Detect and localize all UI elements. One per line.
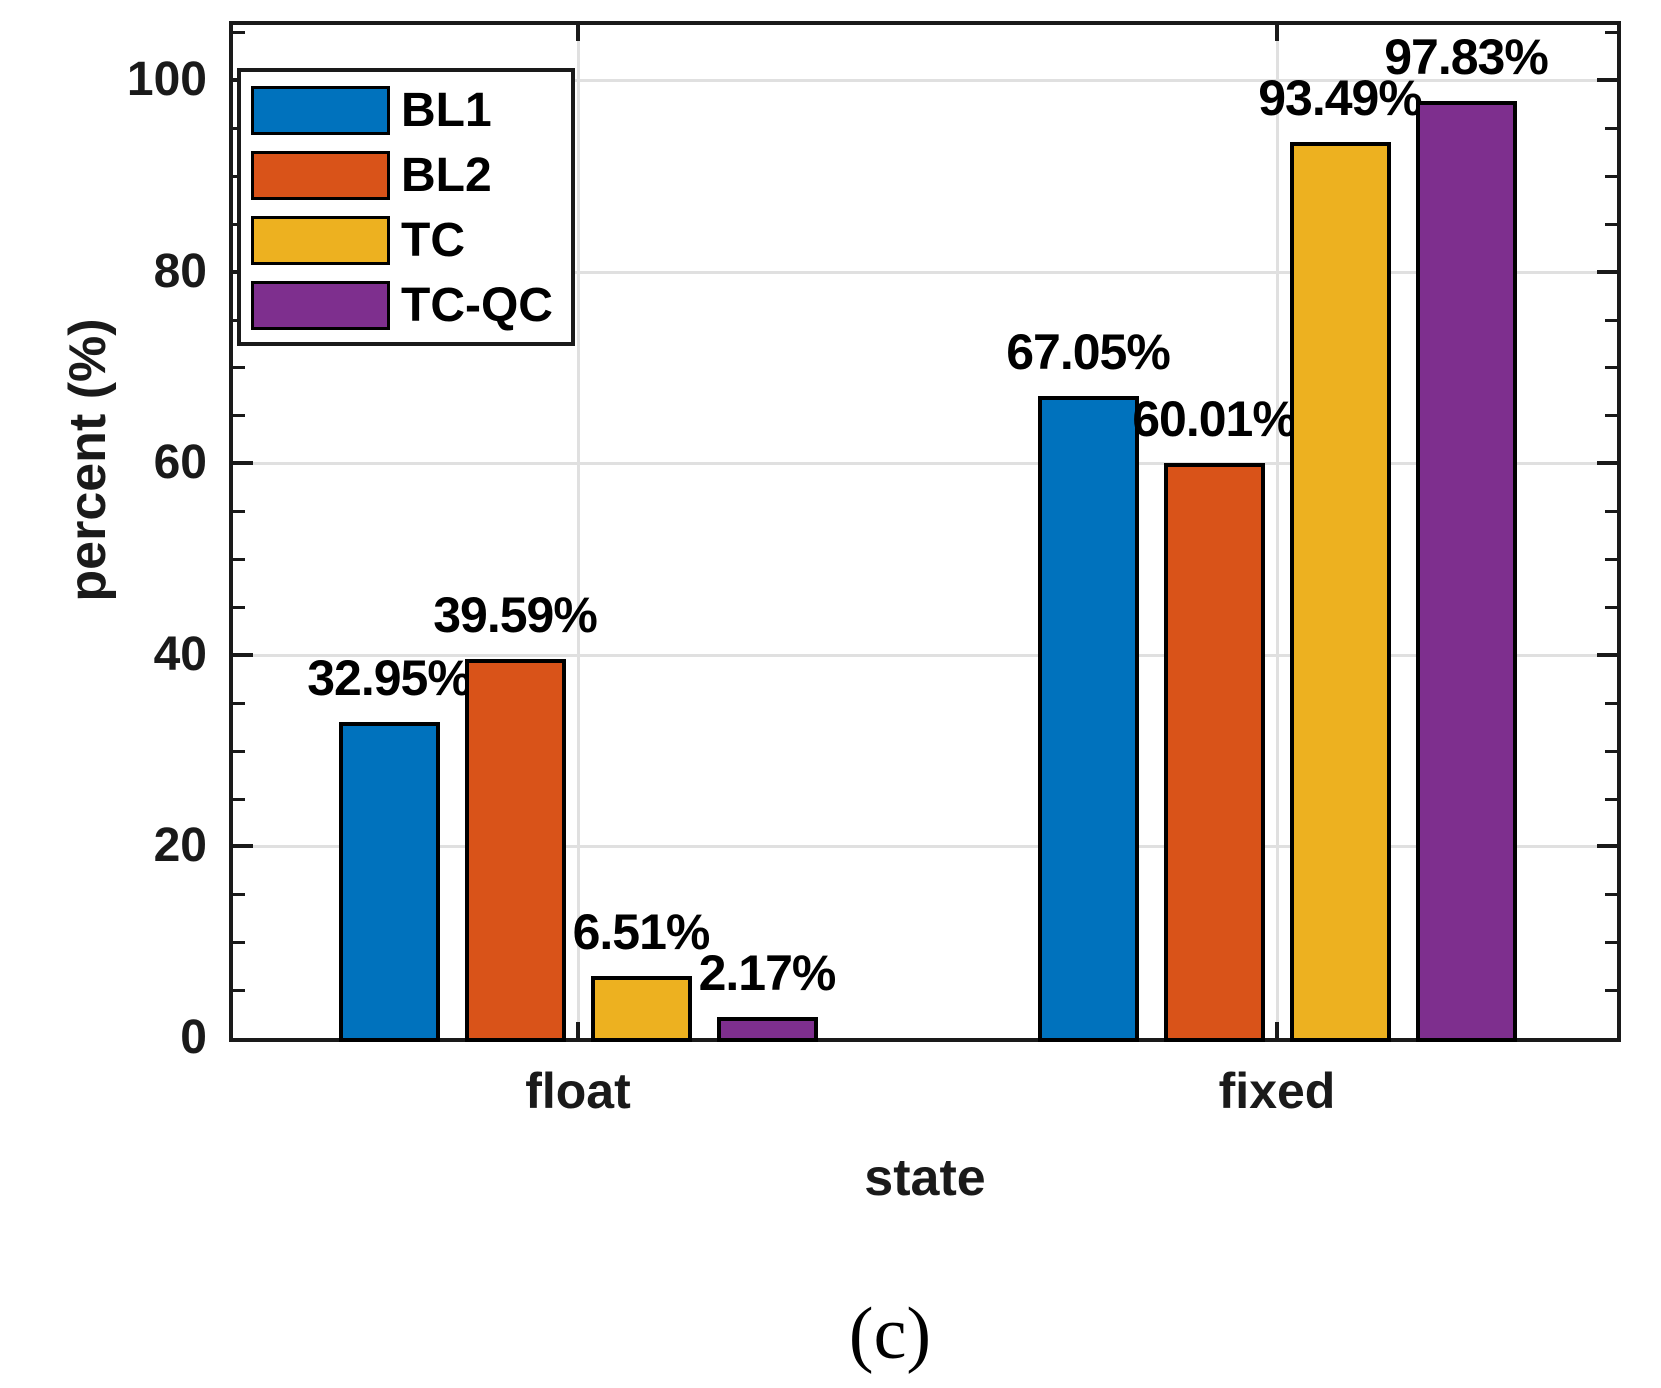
y-gridline (233, 653, 1617, 657)
y-minor-tick-right (1605, 222, 1617, 226)
plot-area: 32.95% 67.05% 39.59% 60.01% 6.51% 93.49% 2.17%… (229, 21, 1621, 1042)
legend-item-bl1: BL1 (241, 86, 571, 135)
y-minor-tick-left (233, 701, 245, 705)
legend-box: BL1 BL2 TC TC-QC (237, 68, 575, 346)
y-tick-label: 60 (153, 436, 207, 490)
legend-item-tc-qc: TC-QC (241, 281, 571, 330)
x-tick-label: fixed (1218, 1063, 1336, 1119)
bar-value-label: 39.59% (433, 586, 598, 643)
y-minor-tick-left (233, 941, 245, 945)
bar-value-label: 60.01% (1132, 391, 1297, 448)
bar-tc-fixed (1289, 142, 1391, 1042)
bar-value-label: 67.05% (1006, 323, 1171, 380)
y-minor-tick-left (233, 366, 245, 370)
y-minor-tick-right (1605, 701, 1617, 705)
x-major-tick-bottom (576, 1022, 580, 1038)
y-minor-tick-right (1605, 414, 1617, 418)
bar-bl2-fixed (1163, 463, 1265, 1042)
y-minor-tick-left (233, 510, 245, 514)
y-gridline (233, 845, 1617, 849)
y-major-tick-right (1597, 652, 1617, 657)
legend-label: BL1 (401, 83, 492, 137)
y-major-tick-left (233, 461, 253, 466)
bar-tc-float (590, 975, 692, 1042)
bar-value-label: 97.83% (1384, 28, 1549, 85)
y-minor-tick-left (233, 893, 245, 897)
legend-swatch-tc (251, 216, 390, 265)
y-minor-tick-left (233, 989, 245, 993)
x-tick-label: float (525, 1063, 631, 1119)
y-minor-tick-right (1605, 558, 1617, 561)
y-minor-tick-left (233, 414, 245, 418)
legend-label: TC-QC (401, 278, 553, 332)
legend-swatch-tc-qc (251, 281, 390, 330)
y-minor-tick-right (1605, 318, 1617, 322)
y-tick-label: 40 (153, 627, 207, 681)
x-major-tick-top (1275, 25, 1279, 41)
legend-label: BL2 (401, 148, 492, 202)
legend-label: TC (401, 213, 465, 267)
y-minor-tick-left (233, 797, 245, 801)
y-minor-tick-right (1605, 510, 1617, 514)
x-gridline (1276, 25, 1279, 1038)
y-minor-tick-left (233, 558, 245, 561)
y-major-tick-right (1597, 78, 1617, 82)
x-major-tick-top (576, 25, 580, 41)
y-minor-tick-left (233, 749, 245, 753)
bar-tc-qc-float (716, 1017, 818, 1042)
y-gridline (233, 270, 1617, 274)
y-major-tick-left (233, 652, 253, 657)
y-minor-tick-right (1605, 941, 1617, 945)
y-minor-tick-right (1605, 366, 1617, 370)
bar-value-label: 6.51% (572, 903, 711, 960)
y-gridline (233, 462, 1617, 466)
figure-caption: (c) (848, 1293, 932, 1375)
y-minor-tick-right (1605, 126, 1617, 130)
x-major-tick-bottom (1275, 1022, 1279, 1038)
y-tick-label: 100 (126, 53, 207, 106)
bar-tc-qc-fixed (1415, 100, 1517, 1042)
y-minor-tick-right (1605, 749, 1617, 753)
y-minor-tick-right (1605, 174, 1617, 178)
bar-bl1-fixed (1037, 395, 1139, 1042)
bar-value-label: 32.95% (307, 650, 472, 707)
legend-item-bl2: BL2 (241, 151, 571, 200)
bar-value-label: 93.49% (1258, 70, 1423, 127)
y-minor-tick-right (1605, 31, 1617, 35)
y-major-tick-right (1597, 269, 1617, 274)
y-major-tick-left (233, 844, 253, 849)
y-minor-tick-right (1605, 797, 1617, 801)
y-gridline (233, 79, 1617, 82)
y-tick-label: 80 (153, 244, 207, 298)
x-gridline (577, 25, 580, 1038)
y-minor-tick-right (1605, 893, 1617, 897)
legend-item-tc: TC (241, 216, 571, 265)
legend-swatch-bl1 (251, 86, 390, 135)
bar-value-label: 2.17% (698, 945, 837, 1002)
y-minor-tick-left (233, 31, 245, 35)
y-minor-tick-right (1605, 989, 1617, 993)
y-major-tick-right (1597, 461, 1617, 466)
y-tick-label: 0 (180, 1011, 207, 1064)
y-major-tick-right (1597, 844, 1617, 849)
y-minor-tick-right (1605, 605, 1617, 609)
x-axis-label: state (864, 1149, 986, 1207)
legend-swatch-bl2 (251, 151, 390, 200)
y-tick-label: 20 (153, 819, 207, 873)
bar-bl2-float (464, 658, 566, 1042)
bar-bl1-float (338, 722, 440, 1042)
y-minor-tick-left (233, 605, 245, 609)
